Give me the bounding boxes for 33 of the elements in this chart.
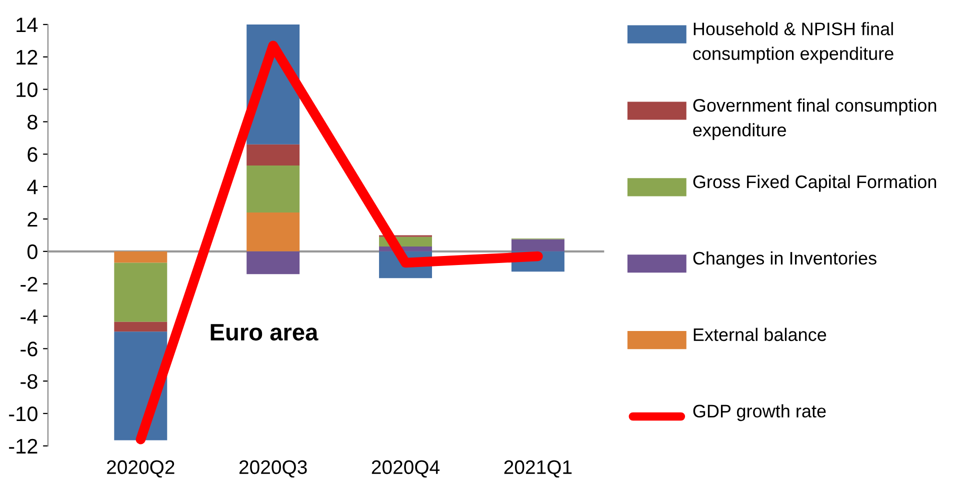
y-tick-label: 8 [28,114,38,130]
y-tick-label: -6 [20,342,38,356]
y-tick-label: -12 [9,438,38,454]
legend-label: Changes in Inventories [693,251,876,268]
bar [114,251,168,263]
bar [246,212,300,252]
y-tick-label: 4 [27,180,38,194]
y-tick-label: -8 [20,374,38,389]
y-tick-label: -4 [20,309,38,324]
y-tick-label: 0 [27,244,38,260]
bar [246,144,300,166]
x-tick-label: 2020Q3 [239,460,307,478]
bar [246,166,300,213]
bar [246,251,300,274]
annotation: Euro area [210,324,318,341]
bar [114,262,168,322]
y-tick-label: -10 [9,406,38,422]
x-tick-label: 2020Q4 [372,460,440,478]
legend-label: GDP growth rate [693,404,826,422]
x-tick-label: 2020Q2 [107,460,174,478]
bar [511,239,564,252]
legend-label: Household & NPISH final consumption expenditure [693,22,894,64]
y-tick-label: 2 [28,212,38,227]
legend-label: Gross Fixed Capital Formation [693,174,936,192]
y-tick-label: 10 [16,82,38,98]
y-tick-label: -2 [20,276,38,292]
y-tick-label: 6 [28,147,38,162]
y-tick-label: 12 [16,50,38,64]
legend-label: External balance [694,328,826,342]
legend-label: Government final consumption expenditure [693,98,936,140]
x-tick-label: 2021Q1 [504,460,572,478]
bar [114,322,168,332]
y-tick-label: 14 [16,18,38,32]
